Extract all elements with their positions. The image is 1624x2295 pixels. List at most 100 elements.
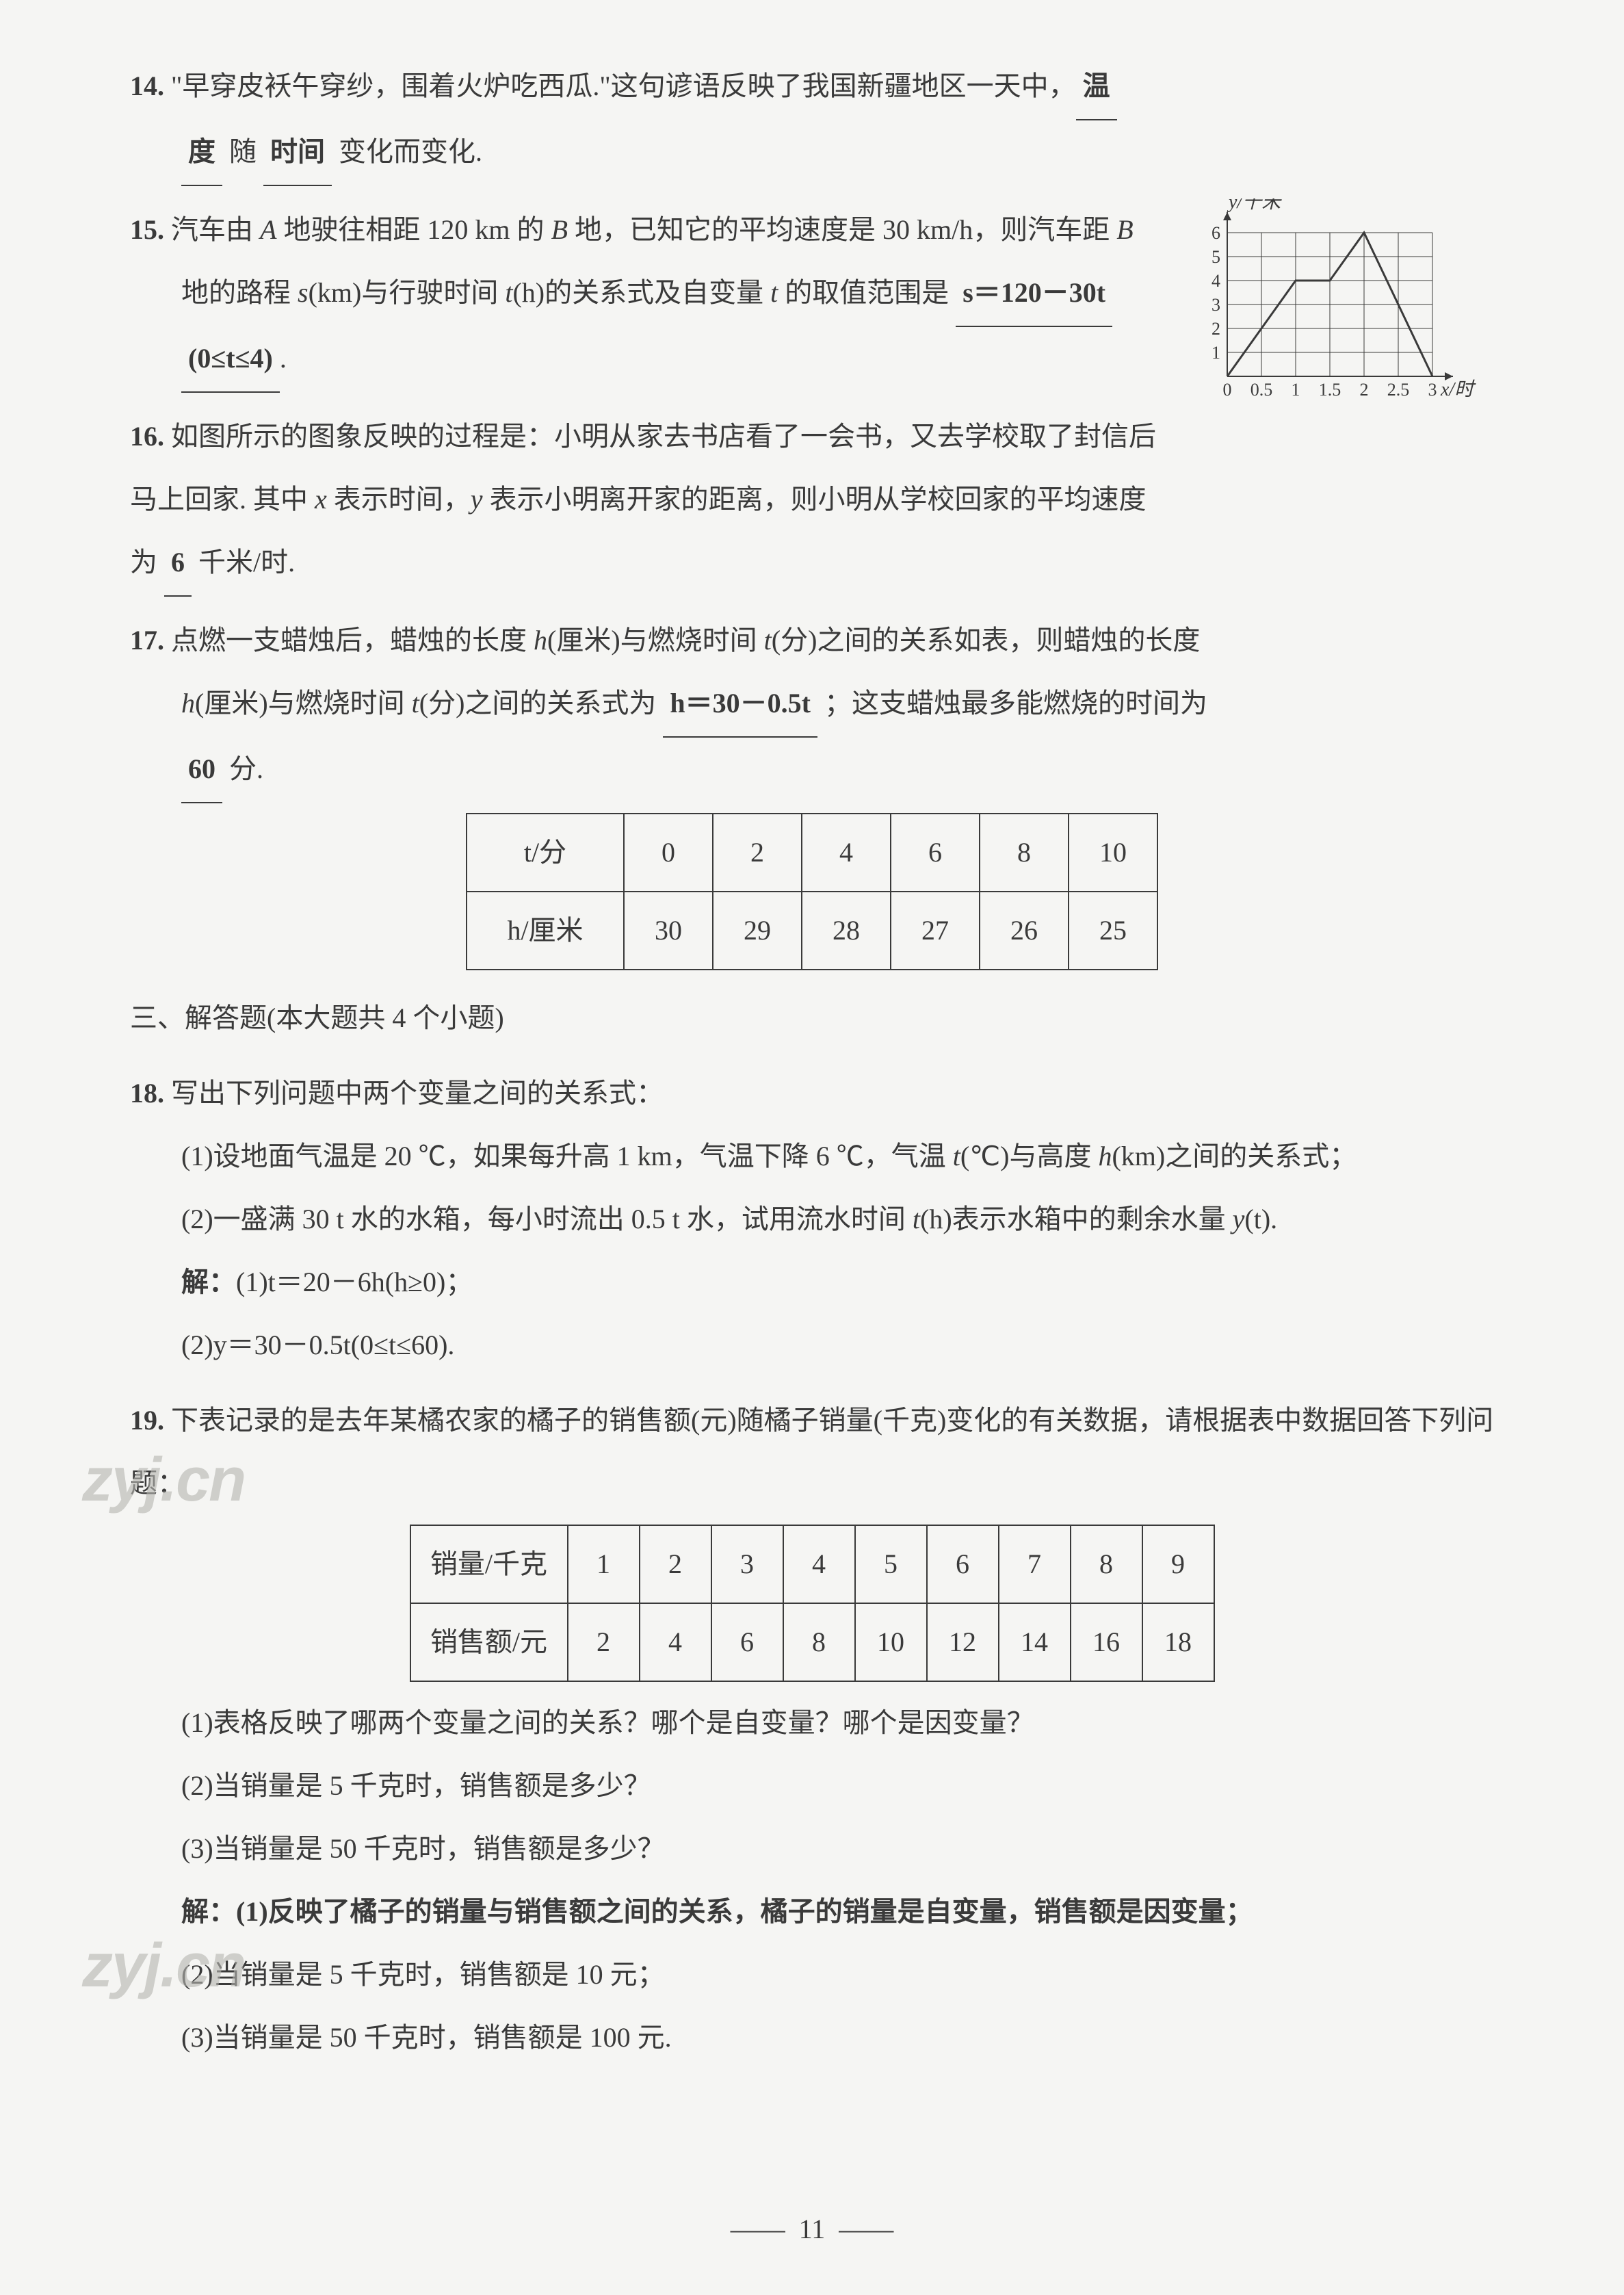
table-row-header: h/厘米 [467, 892, 624, 970]
q15-num: 15. [130, 198, 171, 261]
q19-p2: (2)当销量是 5 千克时，销售额是多少？ [130, 1754, 1494, 1817]
q17-ans1: h＝30－0.5t [663, 672, 817, 738]
svg-text:6: 6 [1212, 223, 1220, 243]
q14-text-b: 变化而变化. [332, 136, 482, 167]
svg-text:0: 0 [1223, 380, 1232, 400]
q17-ans2: 60 [181, 738, 222, 803]
q15-e: (km)与行驶时间 [309, 277, 506, 308]
q17-h: h [534, 625, 547, 656]
svg-text:0.5: 0.5 [1250, 380, 1273, 400]
q19-a: 下表记录的是去年某橘农家的橘子的销售额(元)随橘子销量(千克)变化的有关数据，请… [130, 1405, 1493, 1499]
table-cell: 26 [980, 892, 1069, 970]
table-cell: 12 [927, 1603, 999, 1681]
table-row-header: 销售额/元 [410, 1603, 568, 1681]
svg-text:5: 5 [1212, 247, 1220, 267]
table-cell: 6 [711, 1603, 783, 1681]
q17-c: (分)之间的关系如表，则蜡烛的长度 [772, 625, 1201, 656]
q17-e: (分)之间的关系式为 [419, 688, 664, 718]
table-cell: 4 [640, 1603, 711, 1681]
svg-text:y/千米: y/千米 [1227, 198, 1283, 213]
q18-num: 18. [130, 1062, 171, 1125]
section-3-title: 三、解答题(本大题共 4 个小题) [130, 987, 1494, 1050]
q18-p1c: (km)之间的关系式； [1112, 1141, 1357, 1171]
q15-B2: B [1116, 214, 1133, 245]
svg-text:1.5: 1.5 [1319, 380, 1341, 400]
table-cell: 1 [568, 1525, 640, 1603]
q14-ans1: 温 [1076, 55, 1117, 120]
q15-b: 地驶往相距 120 km 的 [276, 214, 551, 245]
q18-p2c: (t). [1244, 1204, 1277, 1234]
q15-ans1: s＝120－30t [956, 261, 1112, 327]
table-cell: 2 [713, 814, 802, 892]
q15-t2: t [770, 277, 778, 308]
q16-x: x [315, 484, 327, 515]
q19-p3: (3)当销量是 50 千克时，销售额是多少？ [130, 1817, 1494, 1880]
q16-num: 16. [130, 405, 171, 468]
question-17: 17.点燃一支蜡烛后，蜡烛的长度 h(厘米)与燃烧时间 t(分)之间的关系如表，… [130, 609, 1494, 970]
table-cell: 14 [999, 1603, 1071, 1681]
q17-g: 分. [222, 753, 263, 784]
table-cell: 8 [980, 814, 1069, 892]
q14-ans2: 时间 [263, 120, 332, 186]
q15-A: A [260, 214, 276, 245]
table-cell: 8 [1071, 1525, 1142, 1603]
q17-num: 17. [130, 609, 171, 672]
table-cell: 10 [1069, 814, 1157, 892]
q17-d: (厘米)与燃烧时间 [195, 688, 412, 718]
svg-text:2.5: 2.5 [1387, 380, 1410, 400]
q16-chart: 12345600.511.522.53y/千米x/时 [1193, 198, 1494, 417]
table-cell: 4 [783, 1525, 855, 1603]
table-cell: 2 [568, 1603, 640, 1681]
table-cell: 0 [624, 814, 713, 892]
svg-text:1: 1 [1212, 343, 1220, 363]
q15-s: s [298, 277, 309, 308]
table-cell: 6 [891, 814, 980, 892]
q17-f: ；这支蜡烛最多能燃烧的时间为 [817, 688, 1207, 718]
table-cell: 25 [1069, 892, 1157, 970]
q19-sol3: (3)当销量是 50 千克时，销售额是 100 元. [181, 2022, 672, 2053]
table-cell: 27 [891, 892, 980, 970]
q18-sol1: (1)t＝20－6h(h≥0)； [236, 1267, 473, 1297]
table-cell: 8 [783, 1603, 855, 1681]
q18-p2a: (2)一盛满 30 t 水的水箱，每小时流出 0.5 t 水，试用流水时间 [181, 1204, 913, 1234]
q15-a: 汽车由 [171, 214, 260, 245]
q18-p1a: (1)设地面气温是 20 ℃，如果每升高 1 km，气温下降 6 ℃，气温 [181, 1141, 953, 1171]
q19-sol1: (1)反映了橘子的销量与销售额之间的关系，橘子的销量是自变量，销售额是因变量； [236, 1896, 1253, 1927]
q19-num: 19. [130, 1389, 171, 1452]
q17-t: t [764, 625, 772, 656]
q15-B: B [551, 214, 568, 245]
question-14: 14."早穿皮袄午穿纱，围着火炉吃西瓜."这句谚语反映了我国新疆地区一天中，温 … [130, 55, 1494, 186]
table-cell: 7 [999, 1525, 1071, 1603]
table-cell: 9 [1142, 1525, 1214, 1603]
q17-table: t/分0246810h/厘米302928272625 [466, 813, 1158, 970]
q17-h2: h [181, 688, 195, 718]
table-cell: 4 [802, 814, 891, 892]
q14-mid: 随 [222, 136, 263, 167]
q16-y: y [471, 484, 483, 515]
table-cell: 29 [713, 892, 802, 970]
page-number: —— 11 —— [0, 2198, 1624, 2261]
table-cell: 16 [1071, 1603, 1142, 1681]
q17-b: (厘米)与燃烧时间 [547, 625, 764, 656]
question-18: 18.写出下列问题中两个变量之间的关系式： (1)设地面气温是 20 ℃，如果每… [130, 1062, 1494, 1377]
q16-ans: 6 [164, 531, 192, 597]
table-cell: 18 [1142, 1603, 1214, 1681]
q15-f: (h)的关系式及自变量 [512, 277, 770, 308]
table-cell: 5 [855, 1525, 927, 1603]
q15-t: t [505, 277, 512, 308]
q15-tail: . [280, 343, 287, 374]
q15-g: 的取值范围是 [778, 277, 956, 308]
svg-text:4: 4 [1212, 271, 1220, 291]
q18-sol2: (2)y＝30－0.5t(0≤t≤60). [181, 1330, 454, 1360]
table-cell: 3 [711, 1525, 783, 1603]
q17-t2: t [412, 688, 419, 718]
q14-ans1b: 度 [181, 120, 222, 186]
q16-d: 千米/时. [192, 547, 295, 578]
table-cell: 10 [855, 1603, 927, 1681]
q18-sol-label: 解： [181, 1267, 236, 1297]
q15-d: 地的路程 [181, 277, 298, 308]
table-row-header: t/分 [467, 814, 624, 892]
q19-table: 销量/千克123456789销售额/元24681012141618 [410, 1525, 1215, 1682]
q19-sol-label: 解： [181, 1896, 236, 1927]
q18-p2b: (h)表示水箱中的剩余水量 [920, 1204, 1233, 1234]
